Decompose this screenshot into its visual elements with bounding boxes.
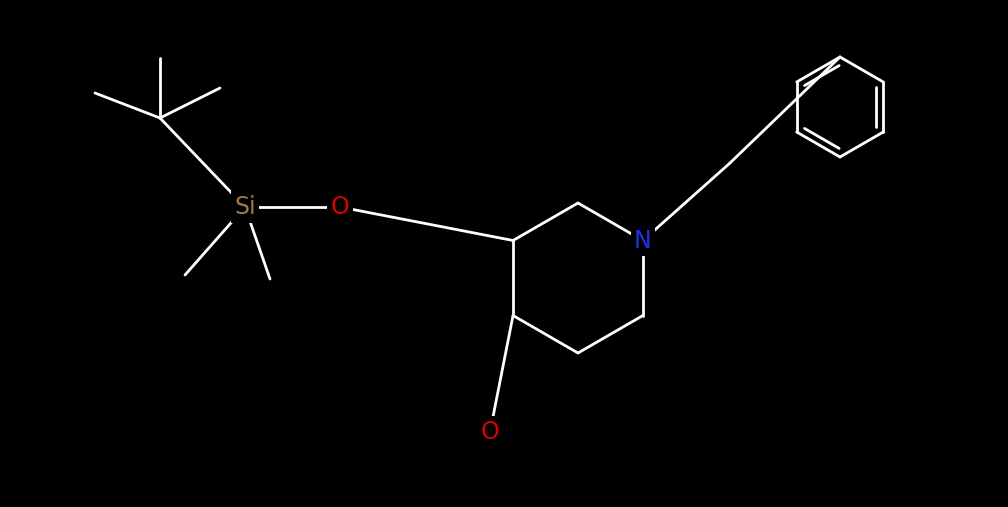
Text: Si: Si (234, 195, 256, 219)
Text: O: O (481, 420, 499, 444)
Text: O: O (331, 195, 350, 219)
Text: N: N (634, 229, 652, 252)
